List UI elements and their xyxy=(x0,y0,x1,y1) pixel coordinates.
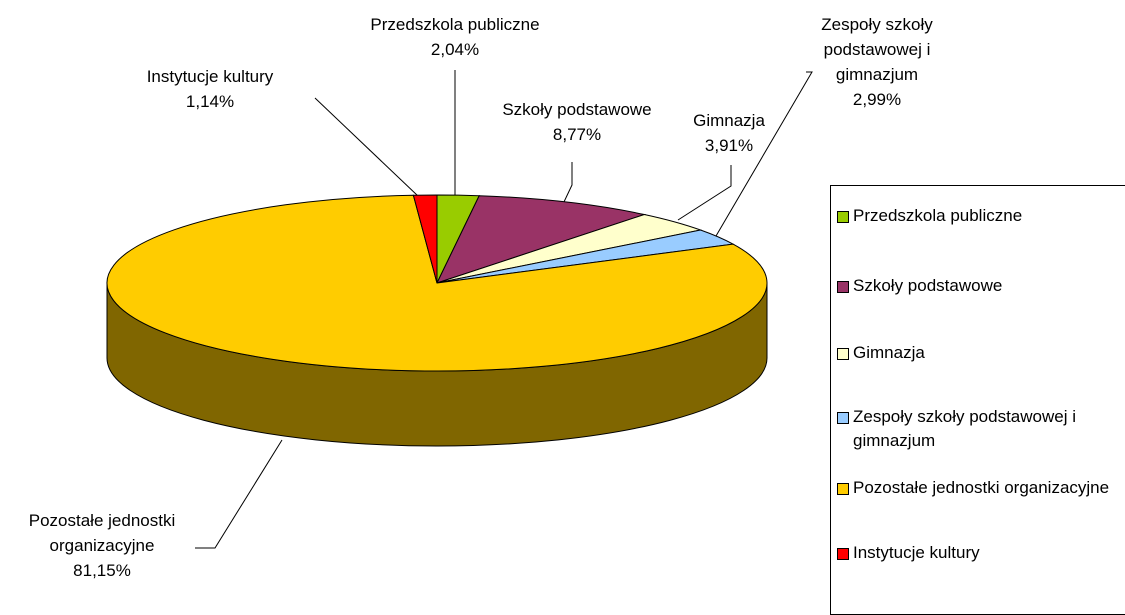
data-label-category: Instytucje kultury xyxy=(146,67,274,86)
data-label-category: Pozostałe jednostki organizacyjne xyxy=(28,511,176,555)
legend-swatch xyxy=(837,281,849,293)
data-label-value: 1,14% xyxy=(185,92,235,111)
data-label-value: 2,99% xyxy=(852,90,902,109)
data-label-value: 8,77% xyxy=(552,125,602,144)
data-label-value: 81,15% xyxy=(73,561,131,580)
pie-slice xyxy=(436,195,647,284)
pie-plot xyxy=(106,70,813,549)
legend-swatch xyxy=(837,348,849,360)
leader-line xyxy=(677,165,732,221)
data-label: Przedszkola publiczne 2,04% xyxy=(335,12,575,62)
legend-swatch xyxy=(837,412,849,424)
chart: Przedszkola publiczne Szkoły podstawowe Gi… xyxy=(2,12,1125,615)
data-label-category: Zespoły szkoły podstawowej i gimnazjum xyxy=(821,15,933,84)
legend-label: Gimnazja xyxy=(853,343,925,362)
legend-label: Zespoły szkoły podstawowej i gimnazjum xyxy=(853,407,1076,450)
legend-label: Instytucje kultury xyxy=(853,543,980,562)
legend-swatch xyxy=(837,483,849,495)
pie-slice xyxy=(106,194,768,372)
data-label-category: Przedszkola publiczne xyxy=(370,15,540,34)
legend-label: Szkoły podstawowe xyxy=(853,276,1003,295)
legend: Przedszkola publiczne Szkoły podstawowe Gi… xyxy=(830,185,1125,615)
leader-line xyxy=(715,71,813,237)
data-label-value: 3,91% xyxy=(704,136,754,155)
legend-label: Przedszkola publiczne xyxy=(853,206,1023,225)
data-label-value: 2,04% xyxy=(430,40,480,59)
pie-slice xyxy=(412,194,438,284)
leader-line xyxy=(562,162,573,205)
data-label: Pozostałe jednostki organizacyjne 81,15% xyxy=(2,508,202,583)
legend-swatch xyxy=(837,211,849,223)
data-label: Instytucje kultury 1,14% xyxy=(110,64,310,114)
legend-label: Pozostałe jednostki organizacyjne xyxy=(853,478,1110,497)
data-label-category: Szkoły podstawowe xyxy=(502,100,652,119)
data-label: Szkoły podstawowe 8,77% xyxy=(467,97,687,147)
data-label: Gimnazja 3,91% xyxy=(669,108,789,158)
legend-swatch xyxy=(837,548,849,560)
data-label: Zespoły szkoły podstawowej i gimnazjum 2,… xyxy=(797,12,957,112)
leader-line xyxy=(195,439,283,549)
leader-line xyxy=(314,97,419,197)
data-label-category: Gimnazja xyxy=(693,111,765,130)
